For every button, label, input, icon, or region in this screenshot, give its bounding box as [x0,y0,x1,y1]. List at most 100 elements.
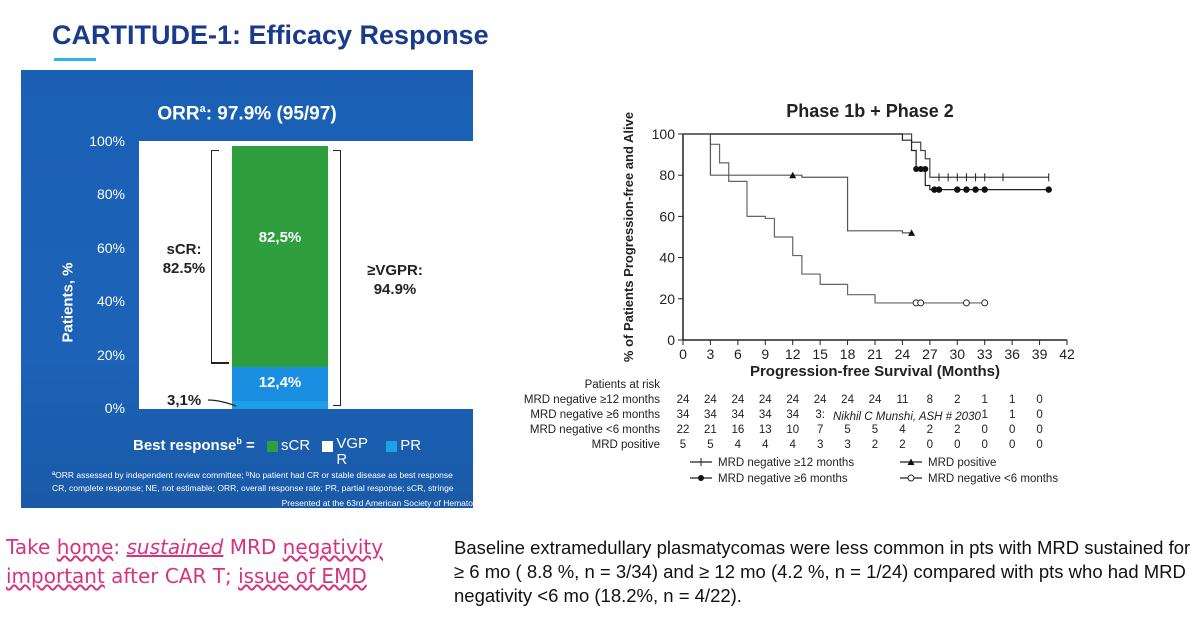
pr-label-connector [208,399,237,407]
km-series-line [683,133,912,234]
risk-table-cell: 1 [982,409,988,421]
risk-table-cell: 34 [704,409,717,421]
orr-heading: ORRa: 97.9% (95/97) [21,103,473,125]
take-home-text: Take [6,535,57,559]
risk-table-cell: 8 [927,394,933,406]
take-home-text: important [6,564,105,588]
km-x-tick-label: 42 [1059,346,1075,362]
risk-table-cell: 21 [704,424,717,436]
km-x-tick-label: 15 [812,346,828,362]
ytick-label: 0% [104,400,125,416]
risk-table-cell: 34 [786,409,799,421]
risk-table-cell: 0 [1036,394,1042,406]
km-x-axis-label: Progression-free Survival (Months) [750,363,1000,380]
km-title: Phase 1b + Phase 2 [786,101,954,121]
risk-table-cell: 10 [786,424,799,436]
y-axis-label: Patients, % [59,262,77,343]
risk-table-row-label: MRD positive [592,439,660,451]
km-x-tick-label: 6 [734,346,742,362]
km-legend-label: MRD negative <6 months [928,473,1058,485]
km-censor-marker [908,229,916,236]
km-censor-marker [789,171,797,179]
risk-table-cell: 2 [954,424,960,436]
risk-table-cell: 22 [677,424,690,436]
take-home-text: sustained [126,535,224,559]
km-x-tick-label: 33 [977,346,993,362]
ytick-label: 100% [89,133,125,149]
km-series-line [683,133,1049,178]
risk-table-header: Patients at risk [585,379,661,391]
take-home-text: MRD [223,535,283,559]
risk-table-cell: 34 [731,409,744,421]
bar-data-label-scr: 82,5% [258,229,302,247]
km-censor-marker [917,299,925,307]
legend-swatch-vgpr [322,440,334,452]
slide-title: CARTITUDE-1: Efficacy Response [52,20,489,50]
ytick-label: 40% [96,293,125,309]
risk-table-cell: 5 [707,439,713,451]
vgpr-bracket [333,150,341,406]
baseline-text: Baseline extramedullary plasmatycomas we… [454,537,1191,606]
km-series-line [683,133,985,304]
risk-table-cell: 24 [759,394,772,406]
risk-table-cell: 5 [680,439,686,451]
scr-bracket-connector [211,362,229,364]
km-legend-label: MRD negative ≥12 months [718,457,854,469]
risk-table-cell: 0 [982,424,988,436]
risk-table-cell: 2 [954,394,960,406]
ytick-label: 20% [96,347,125,363]
orr-sup: a [199,103,206,115]
km-censor-marker [935,186,943,193]
km-x-tick-label: 27 [922,346,938,362]
risk-table-cell: 3 [817,439,823,451]
km-censor-marker [931,186,938,193]
risk-table-cell: 4 [899,424,906,436]
presented-note: Presented at the 63rd American Society o… [281,498,473,508]
take-home-text: after CAR T; [104,564,239,588]
km-x-tick-label: 21 [867,346,883,362]
risk-table-row-label: MRD negative ≥12 months [524,394,660,406]
risk-table-cell: 3 [844,439,850,451]
risk-table-cell: 24 [731,394,744,406]
km-censor-marker [917,166,924,173]
risk-table-cell: 34 [759,409,772,421]
risk-table-cell: 1 [1009,409,1015,421]
risk-table-cell: 24 [814,394,827,406]
risk-table-cell: 2 [899,439,905,451]
take-home-text: home [56,535,114,559]
risk-table-cell: 24 [786,394,799,406]
km-x-tick-label: 18 [840,346,856,362]
risk-table-cell: 2 [872,439,878,451]
risk-table-cell: 1 [982,394,988,406]
km-y-tick-label: 100 [652,126,676,142]
take-home-text: issue of EMD [238,564,367,588]
km-y-tick-label: 40 [659,250,675,266]
risk-table-cell: 24 [869,394,882,406]
km-x-tick-label: 3 [707,346,715,362]
km-x-tick-label: 24 [895,346,911,362]
ytick-label: 60% [96,240,125,256]
risk-table-cell: 4 [735,439,742,451]
risk-table-cell: 7 [817,424,823,436]
pr-data-label: 3,1% [167,392,202,409]
risk-table-cell: 0 [1009,424,1015,436]
legend-swatch-pr [386,440,398,452]
km-attribution: Nikhil C Munshi, ASH # 2030 [833,411,981,423]
title-underline [54,58,96,61]
km-x-tick-label: 39 [1032,346,1048,362]
take-home-text: : [113,535,127,559]
footnote-2: CR, complete response; NE, not estimable… [52,483,454,493]
km-y-tick-label: 60 [659,208,675,224]
risk-table-cell: 5 [844,424,850,436]
take-home-note: Take home: sustained MRD negativity impo… [6,533,383,591]
risk-table-cell: 3: [815,409,825,421]
km-y-tick-label: 0 [667,332,675,348]
risk-table-cell: 0 [927,439,933,451]
legend-sup: b [236,436,242,446]
bar-segment-vgpr [232,367,328,401]
risk-table-cell: 0 [954,439,960,451]
risk-table-cell: 0 [1009,439,1015,451]
km-x-tick-label: 0 [679,346,687,362]
km-censor-marker [1045,186,1052,193]
risk-table-cell: 16 [731,424,744,436]
